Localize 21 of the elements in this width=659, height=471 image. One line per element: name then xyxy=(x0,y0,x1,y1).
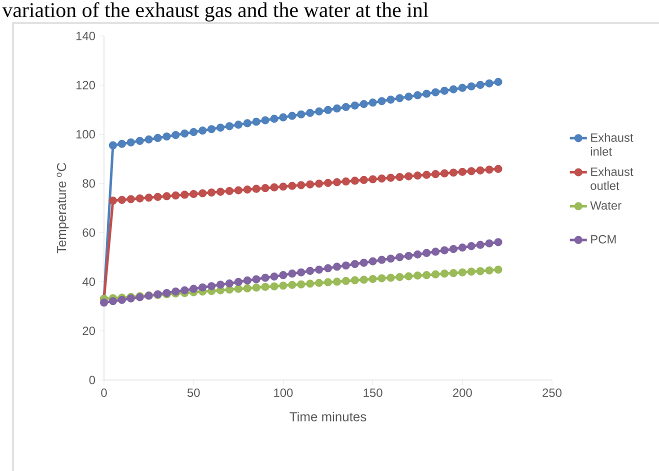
y-tick-label: 140 xyxy=(76,32,96,40)
y-tick-label: 40 xyxy=(82,277,96,286)
y-tick-label: 0 xyxy=(89,376,96,384)
legend-label: Exhaust outlet xyxy=(590,167,634,190)
y-tick-label: 60 xyxy=(82,228,96,237)
y-tick-label: 120 xyxy=(76,80,96,90)
y-tick-label: 100 xyxy=(76,130,96,139)
legend-label: Water xyxy=(590,201,622,210)
y-tick-label: 80 xyxy=(82,179,96,188)
x-tick-label: 0 xyxy=(101,388,107,397)
y-axis-title: Temperature $^{o}$C xyxy=(56,162,69,254)
x-tick-label: 150 xyxy=(364,388,382,397)
y-tick-label: 20 xyxy=(82,326,96,336)
x-axis-title: Time minutes xyxy=(290,412,366,422)
x-tick-label: 250 xyxy=(542,388,562,397)
x-tick-label: 50 xyxy=(187,388,200,397)
legend-label: PCM xyxy=(591,235,616,244)
legend-label: Exhaust inlet xyxy=(590,133,634,156)
x-tick-label: 100 xyxy=(274,388,293,397)
x-tick-label: 200 xyxy=(453,388,472,397)
text: variation of the exhaust gas and the water at the inl xyxy=(2,2,428,22)
